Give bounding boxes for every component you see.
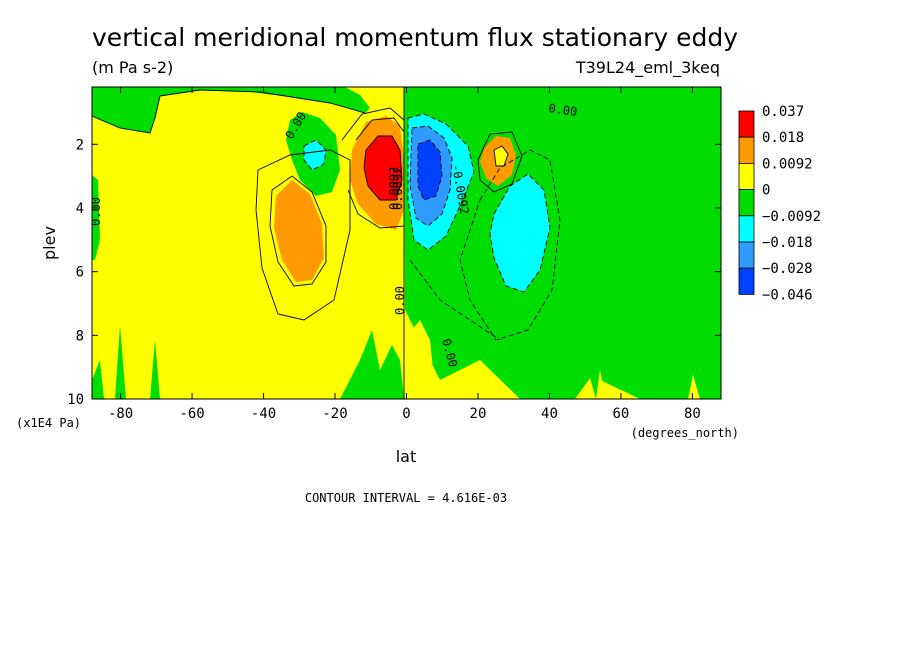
y-axis-label: plev: [40, 226, 59, 260]
contour-label-1: 0.00: [548, 101, 579, 119]
contour-label-5: 0.0092: [387, 167, 401, 210]
x-tick-label: -40: [251, 406, 276, 422]
x-tick-label: 60: [613, 406, 630, 422]
x-axis: -80 -60 -40 -20 0 20 40 60 80: [108, 87, 701, 422]
x-tick-label: -80: [108, 406, 133, 422]
x-tick-label: 0: [402, 406, 410, 422]
x-tick-label: 40: [541, 406, 558, 422]
x-tick-label: -60: [179, 406, 204, 422]
contour-interval-label: CONTOUR INTERVAL = 4.616E-03: [305, 491, 507, 505]
green-left-edge: [92, 175, 100, 260]
legend-level-label: −0.028: [762, 261, 813, 277]
yellow-nh-upper-core: [494, 146, 508, 166]
green-bottom-mid: [340, 330, 404, 399]
cyan-nh-midlat: [490, 174, 550, 292]
legend-level-label: 0.037: [762, 104, 804, 120]
orange-sh-midlat: [274, 180, 324, 282]
legend-swatch: [738, 136, 755, 164]
legend-level-label: −0.0092: [762, 209, 821, 225]
chart-title: vertical meridional momentum flux statio…: [92, 23, 738, 52]
color-legend: 0.037 0.018 0.0092 0 −0.0092 −0.018 −0.028 −0.0…: [738, 104, 821, 303]
y-tick-label: 6: [76, 265, 84, 281]
legend-swatch: [738, 267, 755, 295]
contour-label-4: 0.0092: [391, 167, 405, 210]
y-axis-units: (x1E4 Pa): [16, 416, 81, 430]
y-tick-label: 4: [76, 201, 84, 217]
x-tick-label: 20: [470, 406, 487, 422]
green-bottom-left-spikes: [92, 325, 160, 399]
x-tick-label: 80: [684, 406, 701, 422]
legend-swatch: [738, 215, 755, 243]
y-tick-label: 8: [76, 328, 84, 344]
contour-field: 0.00 0.00 0.00 0.0092 0.0092 -0.0092 0.0…: [89, 87, 721, 399]
run-id-label: T39L24_eml_3keq: [575, 58, 720, 78]
x-axis-units: (degrees_north): [631, 426, 739, 440]
y-tick-label: 2: [76, 137, 84, 153]
yellow-eq-bottom: [410, 320, 436, 399]
y-tick-label: 10: [67, 392, 84, 408]
contour-label-3: 0.00: [89, 197, 103, 226]
yellow-nh-right-spike: [596, 370, 606, 399]
legend-level-label: −0.046: [762, 287, 813, 303]
positive-contours: [92, 87, 523, 399]
legend-level-label: 0.018: [762, 130, 804, 146]
legend-swatch: [738, 110, 755, 138]
legend-level-label: 0: [762, 183, 770, 199]
y-axis: 2 4 6 8 10: [67, 137, 721, 408]
x-tick-label: -20: [322, 406, 347, 422]
cyan-sh-upper: [304, 140, 326, 170]
red-max-subtropics: [364, 136, 402, 200]
legend-swatch: [738, 189, 755, 217]
negative-contours: [303, 113, 561, 341]
units-label: (m Pa s-2): [92, 58, 173, 77]
contour-label-7: 0.00: [393, 286, 407, 315]
legend-swatch: [738, 162, 755, 190]
legend-level-label: 0.0092: [762, 156, 813, 172]
x-axis-label: lat: [396, 447, 417, 466]
legend-level-label: −0.018: [762, 235, 813, 251]
darkblue-eq-north: [418, 140, 442, 200]
legend-swatch: [738, 241, 755, 269]
